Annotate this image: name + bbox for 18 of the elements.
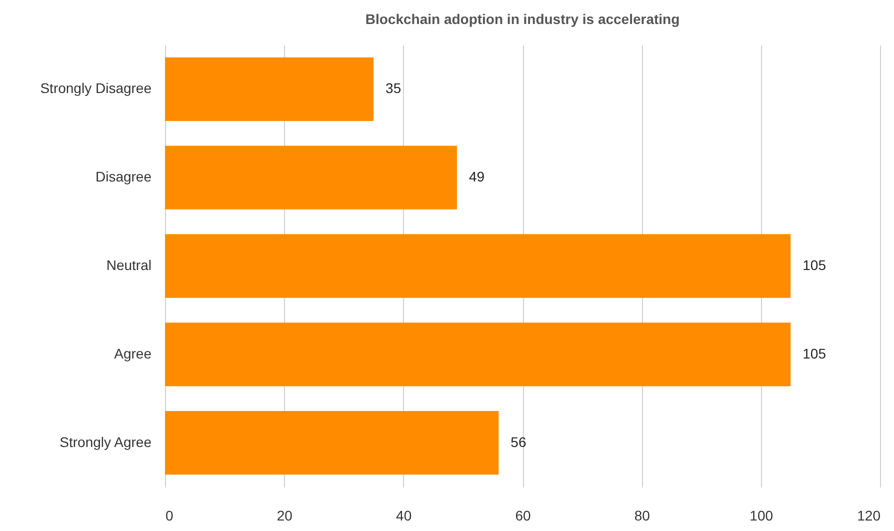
x-tick-label: 40 xyxy=(396,508,412,524)
y-tick-label: Agree xyxy=(114,345,152,362)
x-tick-label: 80 xyxy=(634,508,650,524)
y-tick-label: Neutral xyxy=(106,257,152,273)
data-label: 56 xyxy=(510,434,526,450)
data-label: 35 xyxy=(386,80,402,96)
data-label: 49 xyxy=(468,168,485,185)
chart-title: Blockchain adoption in industry is accelerating xyxy=(365,11,680,27)
data-label: 105 xyxy=(802,257,826,273)
x-tick-label: 60 xyxy=(515,508,531,524)
y-tick-label: Disagree xyxy=(95,168,152,185)
y-tick-label: Strongly Disagree xyxy=(40,80,152,96)
x-tick-label: 0 xyxy=(166,508,174,524)
x-tick-label: 120 xyxy=(857,508,881,524)
y-tick-label: Strongly Agree xyxy=(60,434,152,450)
x-tick-label: 100 xyxy=(750,508,774,524)
data-label: 105 xyxy=(802,345,826,362)
x-tick-label: 20 xyxy=(276,508,293,524)
